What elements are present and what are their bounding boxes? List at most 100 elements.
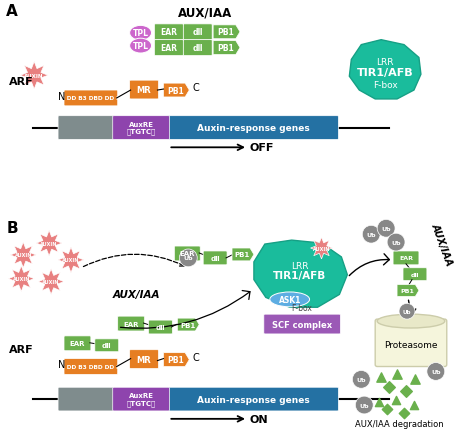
Polygon shape xyxy=(310,238,332,259)
Ellipse shape xyxy=(270,292,310,307)
Text: AUXIN: AUXIN xyxy=(313,246,330,251)
FancyBboxPatch shape xyxy=(264,314,340,334)
Text: PB1: PB1 xyxy=(218,28,234,37)
Point xyxy=(385,384,393,391)
FancyBboxPatch shape xyxy=(64,359,118,374)
Text: dⅡ: dⅡ xyxy=(155,324,165,330)
FancyBboxPatch shape xyxy=(58,387,115,411)
Text: Ub: Ub xyxy=(359,403,369,408)
FancyBboxPatch shape xyxy=(167,117,338,140)
Text: EAR: EAR xyxy=(399,256,413,261)
Text: PB1: PB1 xyxy=(167,86,184,95)
Text: Auxin-response genes: Auxin-response genes xyxy=(197,124,309,133)
Text: dⅡ: dⅡ xyxy=(210,255,220,261)
Circle shape xyxy=(399,304,415,319)
FancyBboxPatch shape xyxy=(155,25,183,41)
Text: TPL: TPL xyxy=(133,42,148,51)
Text: AUXIN: AUXIN xyxy=(12,276,30,282)
FancyBboxPatch shape xyxy=(174,247,200,261)
Circle shape xyxy=(356,396,373,414)
Circle shape xyxy=(352,371,370,389)
FancyBboxPatch shape xyxy=(167,387,338,411)
Text: N: N xyxy=(58,360,65,370)
Text: AUX/IAA degradation: AUX/IAA degradation xyxy=(355,419,443,428)
Text: FD DD B3 DBD DD FD: FD DD B3 DBD DD FD xyxy=(56,96,125,101)
Polygon shape xyxy=(36,231,62,256)
Text: N: N xyxy=(58,92,65,102)
Polygon shape xyxy=(164,353,189,367)
Text: OFF: OFF xyxy=(250,143,274,153)
Text: AUX/IAA: AUX/IAA xyxy=(113,290,160,300)
Text: AuxRE
（TGTC）: AuxRE （TGTC） xyxy=(127,121,155,135)
FancyBboxPatch shape xyxy=(129,81,158,100)
Text: B: B xyxy=(6,221,18,236)
Text: EAR: EAR xyxy=(123,321,139,327)
Text: FD DD B3 DBD DD FD: FD DD B3 DBD DD FD xyxy=(56,364,125,369)
Polygon shape xyxy=(9,266,34,292)
FancyBboxPatch shape xyxy=(129,350,158,369)
Polygon shape xyxy=(254,240,347,307)
Polygon shape xyxy=(10,243,36,268)
Text: LRR: LRR xyxy=(376,58,394,67)
Text: C: C xyxy=(192,83,199,93)
FancyBboxPatch shape xyxy=(64,336,91,351)
Point xyxy=(410,402,418,409)
Text: AUXIN: AUXIN xyxy=(62,258,80,263)
Text: PB1: PB1 xyxy=(180,322,195,328)
Text: LRR: LRR xyxy=(291,261,309,270)
Text: AUXIN: AUXIN xyxy=(25,74,44,78)
Text: TPL: TPL xyxy=(133,29,148,38)
Text: PB1: PB1 xyxy=(401,288,414,293)
Text: ASK1: ASK1 xyxy=(279,295,301,304)
Polygon shape xyxy=(38,269,64,295)
Polygon shape xyxy=(177,318,199,331)
Polygon shape xyxy=(349,41,421,100)
Text: Ub: Ub xyxy=(403,309,411,314)
Text: Ub: Ub xyxy=(382,226,391,231)
Point xyxy=(400,410,408,417)
FancyBboxPatch shape xyxy=(58,117,115,140)
FancyBboxPatch shape xyxy=(118,316,145,331)
FancyBboxPatch shape xyxy=(64,91,118,106)
Circle shape xyxy=(427,363,445,381)
Polygon shape xyxy=(58,247,84,273)
Text: PB1: PB1 xyxy=(167,355,184,364)
Text: MR: MR xyxy=(137,86,151,95)
Point xyxy=(377,374,385,381)
FancyBboxPatch shape xyxy=(183,41,212,57)
Text: dⅡ: dⅡ xyxy=(192,28,203,37)
Text: EAR: EAR xyxy=(70,340,85,346)
Polygon shape xyxy=(213,26,240,39)
Text: Auxin-response genes: Auxin-response genes xyxy=(197,395,309,404)
Text: AUX/IAA: AUX/IAA xyxy=(429,222,454,267)
Text: A: A xyxy=(6,4,18,19)
Text: C: C xyxy=(192,352,199,362)
FancyBboxPatch shape xyxy=(375,319,447,367)
Text: AUX/IAA: AUX/IAA xyxy=(178,7,232,20)
Text: F-box: F-box xyxy=(373,81,398,90)
FancyBboxPatch shape xyxy=(155,41,183,57)
Text: dⅡ: dⅡ xyxy=(102,343,111,349)
Point xyxy=(411,376,419,383)
Text: AUXIN: AUXIN xyxy=(15,253,32,258)
Text: SCF complex: SCF complex xyxy=(272,320,332,329)
Text: PB1: PB1 xyxy=(235,252,250,258)
Text: AUXIN: AUXIN xyxy=(42,279,60,284)
FancyBboxPatch shape xyxy=(95,339,118,352)
Text: PB1: PB1 xyxy=(218,44,234,53)
FancyBboxPatch shape xyxy=(203,251,227,265)
Text: MR: MR xyxy=(137,355,151,364)
FancyBboxPatch shape xyxy=(393,251,419,265)
Text: EAR: EAR xyxy=(180,251,195,257)
FancyBboxPatch shape xyxy=(403,268,427,281)
Text: Ub: Ub xyxy=(431,369,440,374)
Ellipse shape xyxy=(377,314,445,328)
FancyBboxPatch shape xyxy=(183,25,212,41)
Text: ON: ON xyxy=(250,414,269,424)
Point xyxy=(375,399,383,406)
Point xyxy=(402,388,410,395)
Text: AuxRE
（TGTC）: AuxRE （TGTC） xyxy=(127,392,155,406)
Polygon shape xyxy=(232,248,254,261)
Text: Proteasome: Proteasome xyxy=(384,340,438,350)
Text: dⅡ: dⅡ xyxy=(192,44,203,53)
